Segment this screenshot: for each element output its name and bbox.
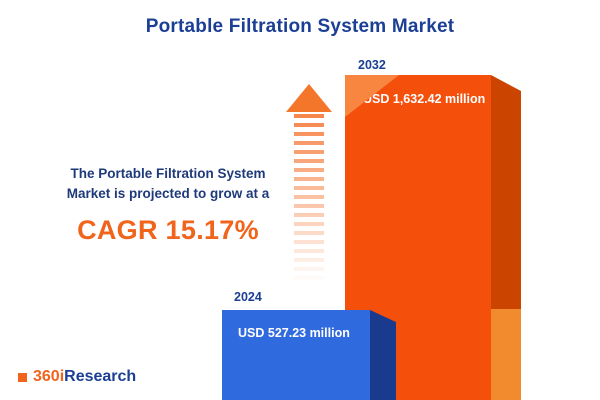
logo-prefix: 360i bbox=[33, 368, 65, 385]
description-block: The Portable Filtration System Market is… bbox=[28, 164, 308, 246]
logo-square-icon bbox=[18, 372, 27, 382]
bar-2024: USD 527.23 million bbox=[222, 310, 370, 400]
cagr-value: CAGR 15.17% bbox=[77, 214, 259, 245]
growth-arrow-icon bbox=[286, 84, 332, 284]
bar-2032-side-face bbox=[491, 75, 521, 400]
bar-2024-year-label: 2024 bbox=[234, 290, 262, 304]
bar-2024-value-label: USD 527.23 million bbox=[238, 326, 350, 340]
arrow-head-icon bbox=[286, 84, 332, 112]
arrow-dashed-tail-icon bbox=[294, 114, 324, 284]
description-line-1: The Portable Filtration System bbox=[70, 166, 266, 181]
logo-suffix: Research bbox=[64, 368, 137, 385]
bar-2032-year-label: 2032 bbox=[358, 58, 386, 72]
bar-2032-value-label: USD 1,632.42 million bbox=[363, 92, 486, 106]
description-line-2: Market is projected to grow at a bbox=[66, 186, 270, 202]
bar-2024-side-face bbox=[370, 310, 396, 400]
page-title: Portable Filtration System Market bbox=[145, 16, 455, 37]
company-logo: 360i Research bbox=[18, 368, 136, 386]
